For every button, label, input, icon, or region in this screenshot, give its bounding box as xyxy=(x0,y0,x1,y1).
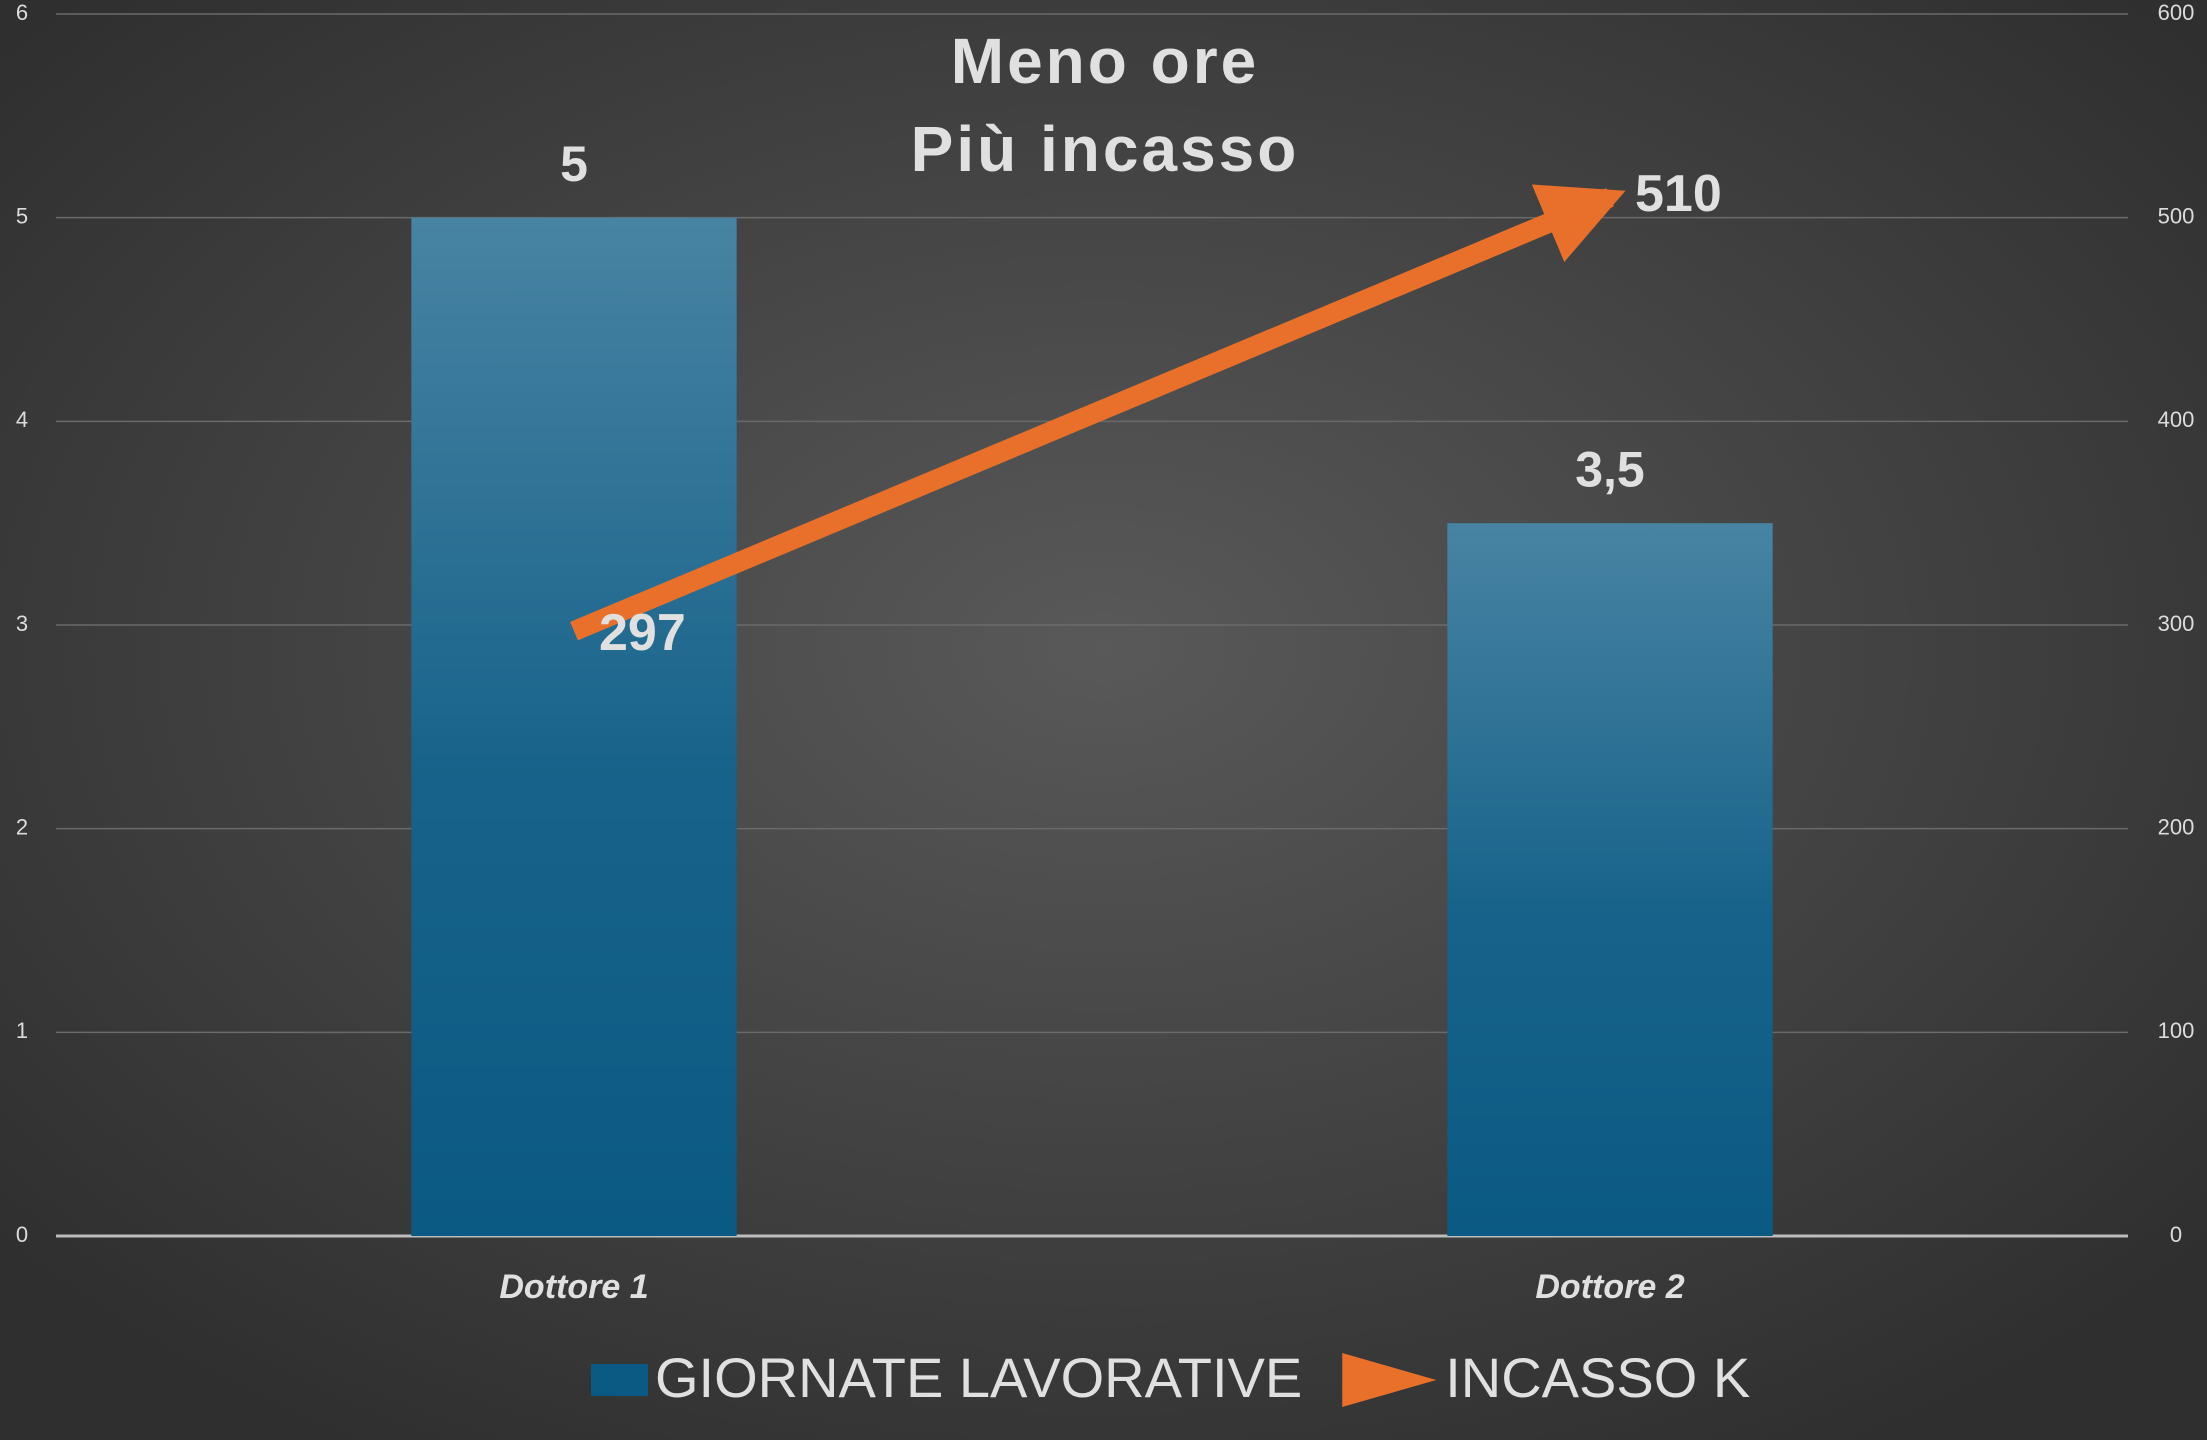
y-tick-label: 4 xyxy=(16,407,28,432)
y-tick-label: 3 xyxy=(16,611,28,636)
y-tick-label: 0 xyxy=(16,1222,28,1247)
legend-swatch xyxy=(591,1364,648,1396)
y2-tick-label: 600 xyxy=(2158,0,2195,25)
legend-swatch xyxy=(1342,1353,1437,1407)
y2-tick-label: 500 xyxy=(2158,203,2195,228)
y-tick-label: 6 xyxy=(16,0,28,25)
y2-tick-label: 400 xyxy=(2158,407,2195,432)
y2-tick-label: 200 xyxy=(2158,814,2195,839)
legend-label: GIORNATE LAVORATIVE xyxy=(655,1346,1302,1409)
data-label: 510 xyxy=(1635,165,1722,223)
chart-title: Meno ore xyxy=(951,25,1259,97)
y2-tick-label: 300 xyxy=(2158,611,2195,636)
y2-tick-label: 100 xyxy=(2158,1018,2195,1043)
chart-title: Più incasso xyxy=(911,113,1300,185)
bar-sheen xyxy=(1447,523,1773,1236)
y-tick-label: 1 xyxy=(16,1018,28,1043)
x-tick-label: Dottore 2 xyxy=(1535,1268,1684,1306)
data-label: 3,5 xyxy=(1575,441,1645,497)
y-tick-label: 5 xyxy=(16,203,28,228)
line xyxy=(570,184,1626,641)
bar-sheen xyxy=(411,217,737,1236)
data-label: 297 xyxy=(599,604,686,662)
legend-label: INCASSO K xyxy=(1445,1346,1750,1409)
y-tick-label: 2 xyxy=(16,814,28,839)
y2-tick-label: 0 xyxy=(2170,1222,2182,1247)
data-label: 5 xyxy=(560,136,588,192)
x-tick-label: Dottore 1 xyxy=(499,1268,648,1306)
